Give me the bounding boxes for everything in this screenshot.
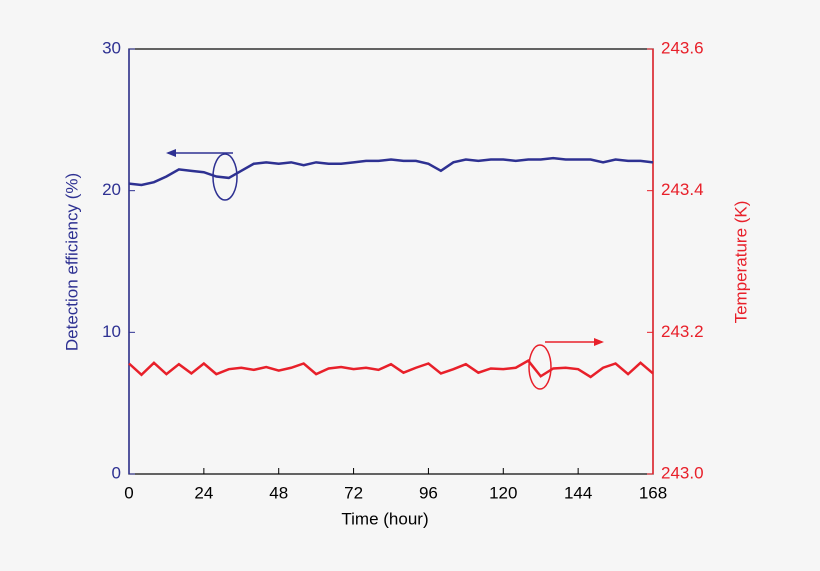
x-tick-label: 144 <box>564 483 592 502</box>
arrow-head <box>166 149 176 157</box>
data-line <box>128 156 654 187</box>
arrow-head <box>594 338 604 346</box>
x-tick-label: 96 <box>419 483 438 502</box>
y-axis-label: Detection efficiency (%) <box>62 173 81 351</box>
x-tick-label: 24 <box>194 483 213 502</box>
plot-frame <box>128 48 654 475</box>
y-tick-label: 10 <box>102 322 121 341</box>
y-tick-label: 0 <box>112 463 121 482</box>
y2-axis-label: Temperature (K) <box>731 201 750 324</box>
x-axis-label: Time (hour) <box>341 509 428 528</box>
annotation-ellipse <box>212 153 238 201</box>
annotation-ellipse <box>528 344 552 390</box>
y2-tick-label: 243.0 <box>661 463 704 482</box>
x-tick-label: 72 <box>344 483 363 502</box>
data-line <box>128 359 654 379</box>
y-tick-label: 30 <box>102 38 121 57</box>
y2-tick-label: 243.6 <box>661 38 704 57</box>
x-tick-label: 48 <box>269 483 288 502</box>
y2-tick-label: 243.2 <box>661 322 704 341</box>
x-tick-label: 0 <box>124 483 133 502</box>
x-tick-label: 168 <box>639 483 667 502</box>
y2-tick-label: 243.4 <box>661 180 704 199</box>
y-tick-label: 20 <box>102 180 121 199</box>
x-tick-label: 120 <box>489 483 517 502</box>
